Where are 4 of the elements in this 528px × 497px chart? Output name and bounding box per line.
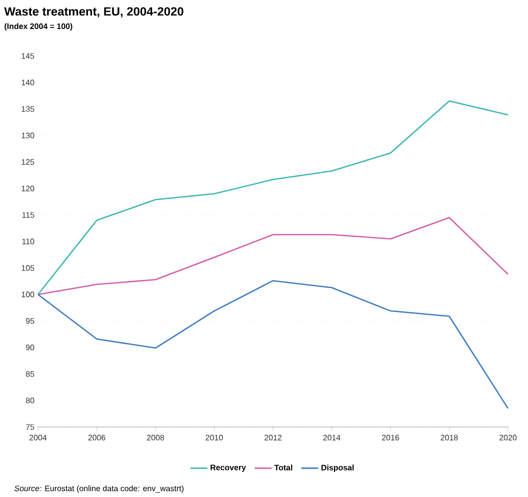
line-series bbox=[37, 100, 509, 296]
line-series bbox=[37, 216, 509, 296]
line-series bbox=[37, 280, 509, 410]
chart-title: Waste treatment, EU, 2004-2020 bbox=[4, 7, 184, 18]
